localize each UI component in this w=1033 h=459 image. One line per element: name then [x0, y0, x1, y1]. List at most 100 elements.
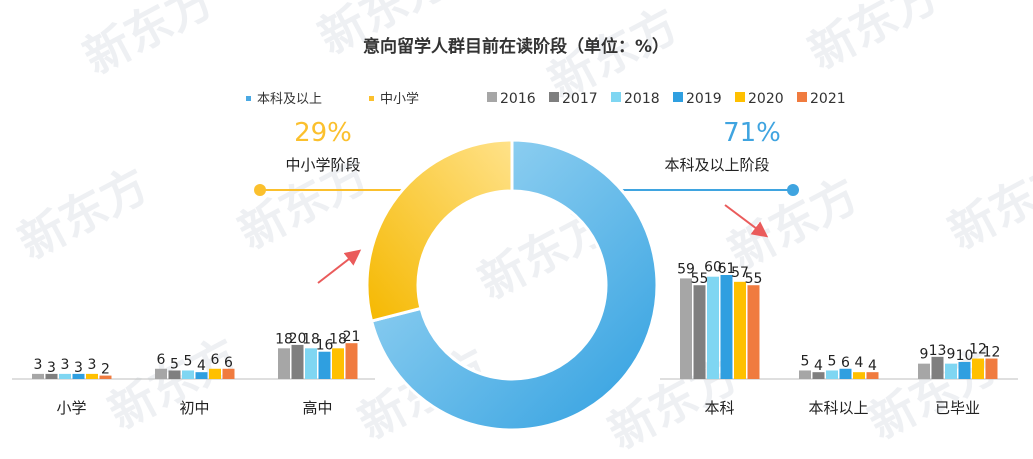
bar-高中-2016: [278, 348, 290, 379]
bar-小学-2019: [72, 373, 85, 379]
year-legend-label-2018: 2018: [624, 91, 660, 107]
watermark-text: 新东方: [100, 327, 247, 439]
bar-本科以上-2016: [799, 370, 811, 379]
category-label-本科: 本科: [704, 399, 734, 417]
left-callout-dot: [254, 184, 266, 196]
bar-value-小学-2019: 3: [74, 360, 83, 376]
legend-label-bachelor: 本科及以上: [257, 92, 322, 107]
bar-value-本科以上-2020: 4: [855, 355, 864, 371]
bar-高中-2021: [345, 343, 358, 379]
category-label-高中: 高中: [302, 399, 332, 417]
year-legend-swatch-2020: [735, 92, 745, 102]
down-trend-arrow: [724, 204, 769, 238]
bar-高中-2020: [332, 348, 344, 379]
bar-value-本科-2018: 60: [704, 260, 722, 276]
bar-value-高中-2017: 20: [289, 331, 307, 347]
bar-value-小学-2017: 3: [47, 360, 56, 376]
bar-本科-2018: [707, 276, 719, 379]
bar-本科-2017: [693, 285, 706, 379]
year-legend-label-2020: 2020: [748, 91, 784, 107]
year-legend-swatch-2016: [487, 92, 497, 102]
bar-初中-2020: [209, 368, 221, 379]
bar-value-已毕业-2019: 10: [956, 348, 974, 364]
bar-已毕业-2018: [945, 363, 957, 379]
bar-本科以上-2019: [839, 368, 852, 379]
year-legend-swatch-2019: [673, 92, 683, 102]
donut-slice-bachelor: [369, 138, 659, 432]
bar-value-本科以上-2016: 5: [801, 353, 810, 369]
category-label-本科以上: 本科以上: [808, 399, 868, 417]
year-legend-label-2021: 2021: [810, 91, 846, 107]
right-callout-label: 本科及以上阶段: [664, 156, 769, 174]
donut-chart: [365, 138, 659, 432]
chart-title: 意向留学人群目前在读阶段（单位：%）: [363, 36, 669, 57]
bar-本科-2020: [734, 281, 746, 379]
bar-初中-2018: [182, 370, 194, 379]
bar-value-已毕业-2016: 9: [920, 347, 929, 363]
bar-value-已毕业-2017: 13: [929, 343, 947, 359]
bar-初中-2019: [195, 372, 208, 379]
bar-已毕业-2016: [918, 363, 930, 379]
bar-value-本科-2020: 57: [731, 265, 749, 281]
donut-slice-k12: [365, 138, 514, 323]
bar-value-小学-2016: 3: [34, 357, 43, 373]
bar-小学-2016: [32, 373, 44, 379]
bar-value-高中-2016: 18: [275, 331, 293, 347]
category-label-初中: 初中: [179, 399, 209, 417]
year-legend-swatch-2018: [611, 92, 621, 102]
year-legend-label-2017: 2017: [562, 91, 598, 107]
bar-value-高中-2020: 18: [329, 331, 347, 347]
bar-本科以上-2020: [853, 372, 865, 379]
bar-本科以上-2018: [826, 370, 838, 379]
bar-初中-2021: [222, 368, 235, 379]
bar-已毕业-2017: [931, 356, 944, 379]
bar-value-本科以上-2021: 4: [868, 358, 877, 374]
bar-已毕业-2020: [972, 358, 984, 379]
bar-value-本科-2017: 55: [691, 271, 709, 287]
bar-本科-2019: [720, 275, 733, 379]
bar-value-高中-2018: 18: [302, 331, 320, 347]
year-legend: 2016 2017 2018 2019 2020 2021: [487, 91, 846, 107]
year-legend-label-2019: 2019: [686, 91, 722, 107]
bar-初中-2017: [168, 370, 181, 379]
bar-value-初中-2016: 6: [157, 352, 166, 368]
bar-本科-2021: [747, 285, 760, 379]
bar-小学-2018: [59, 373, 71, 379]
watermark-text: 新东方: [800, 0, 947, 80]
bar-本科-2016: [680, 278, 692, 379]
bar-value-高中-2021: 21: [343, 329, 361, 345]
category-label-小学: 小学: [56, 399, 86, 417]
watermark-text: 新东方: [75, 0, 222, 85]
bar-本科以上-2017: [812, 372, 825, 379]
legend-swatch-k12: [369, 96, 374, 101]
bar-value-初中-2018: 5: [184, 353, 193, 369]
bar-已毕业-2021: [985, 358, 998, 379]
bar-高中-2018: [305, 348, 317, 379]
year-legend-swatch-2021: [797, 92, 807, 102]
bar-value-本科-2021: 55: [745, 271, 763, 287]
bar-初中-2016: [155, 368, 167, 379]
donut-legend: 本科及以上 中小学: [246, 91, 419, 107]
bar-小学-2021: [99, 375, 112, 379]
bar-value-初中-2019: 4: [197, 358, 206, 374]
year-legend-label-2016: 2016: [500, 91, 536, 107]
bar-value-初中-2017: 5: [170, 356, 179, 372]
bar-value-初中-2020: 6: [211, 352, 220, 368]
legend-swatch-bachelor: [246, 96, 251, 101]
right-callout-dot: [787, 184, 799, 196]
bar-value-本科以上-2019: 6: [841, 355, 850, 371]
left-callout-label: 中小学阶段: [285, 156, 360, 174]
bar-value-已毕业-2020: 12: [969, 342, 987, 358]
bar-value-已毕业-2021: 12: [983, 345, 1001, 361]
left-callout-percent: 29%: [294, 118, 352, 148]
watermark-text: 新东方: [10, 157, 157, 269]
right-callout-percent: 71%: [723, 118, 781, 148]
right-callout: 71% 本科及以上阶段: [552, 118, 799, 196]
bar-value-本科-2019: 61: [718, 261, 736, 277]
bar-高中-2017: [291, 344, 304, 379]
bar-value-本科以上-2017: 4: [814, 358, 823, 374]
up-trend-arrow: [317, 249, 362, 284]
